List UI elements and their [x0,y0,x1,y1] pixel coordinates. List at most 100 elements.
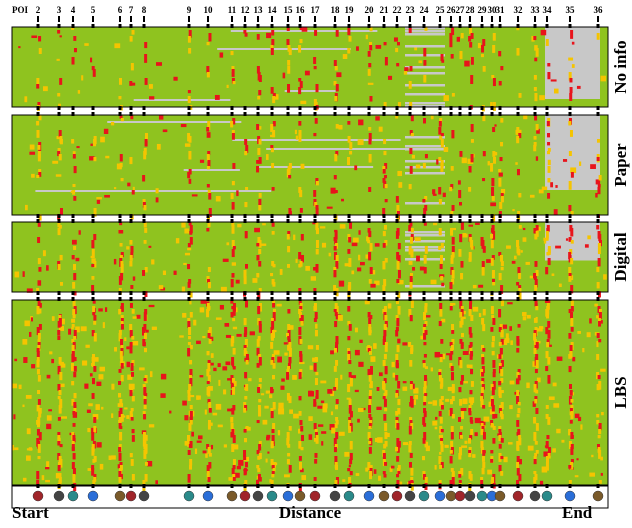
cell [516,48,520,56]
cell [423,222,427,226]
cell [438,157,442,161]
cell [374,243,380,247]
panel-tick [596,214,600,218]
cell [490,423,494,428]
cell [169,410,172,414]
cell [258,205,262,211]
cell [423,387,427,394]
cell [244,303,248,308]
cell [555,185,558,188]
cell [383,414,387,421]
cell [14,447,19,451]
cell [535,360,539,369]
cell [298,456,302,461]
cell [572,356,576,362]
cell [570,258,574,265]
cell [490,306,494,315]
cell [486,259,492,263]
cell [384,423,388,432]
cell [409,148,413,155]
cell [451,205,455,212]
cell [348,464,351,468]
cell [72,438,76,443]
cell [533,456,537,462]
panel-tick [545,219,549,223]
cell [207,222,211,228]
cell [231,225,235,234]
cell [430,115,434,120]
cell [335,306,339,314]
cell [570,30,574,39]
panel-tick [568,214,572,218]
cell [492,214,496,223]
cell [45,467,50,470]
panel-tick [91,112,95,116]
cell [450,426,454,433]
cell [469,348,473,354]
cell [449,363,453,368]
cell [368,426,372,430]
cell [449,408,453,417]
cell [438,411,442,417]
cell [145,329,149,333]
cell [492,372,496,378]
cell [422,312,426,321]
cell [36,175,40,179]
cell [402,342,408,346]
cell [334,480,338,486]
cell [77,90,81,94]
cell [512,209,515,212]
cell [570,411,574,419]
cell [272,468,276,472]
cell [353,237,359,243]
poi-label: 15 [284,5,294,15]
cell [312,222,318,225]
cell [144,393,148,397]
cell [490,202,497,207]
poi-icon [454,490,466,502]
cell [443,95,449,102]
cell [396,423,400,430]
cell [382,169,386,174]
cell [591,454,594,458]
cell [256,34,260,40]
panel-tick [382,106,386,110]
panel-tick [313,291,317,295]
poi-label: 23 [406,5,416,15]
cell [187,342,191,346]
cell [230,121,234,128]
cell [547,330,551,339]
panel-tick [408,297,412,301]
cell [469,342,473,347]
cell [478,284,484,288]
cell [232,405,236,411]
start-label: Start [12,503,49,522]
cell [595,179,601,185]
cell [522,316,527,321]
cell [307,345,314,350]
cell [230,339,234,347]
cell [500,196,504,203]
cell [243,276,247,285]
panel-tick [347,291,351,295]
missing-block [545,115,600,190]
cell [286,39,290,46]
cell [91,276,95,280]
cell [492,45,496,53]
cell [464,60,470,67]
cell [547,321,551,328]
cell [119,465,123,471]
cell [441,318,446,323]
cell [244,387,248,391]
cell [383,444,387,449]
cell [498,429,502,433]
cell [182,400,187,406]
cell [498,444,502,449]
cell [469,435,473,440]
cell [330,411,334,416]
panel-tick [596,297,600,301]
cell [409,282,413,289]
cell [93,157,97,162]
cell [335,465,339,470]
cell [13,414,16,420]
